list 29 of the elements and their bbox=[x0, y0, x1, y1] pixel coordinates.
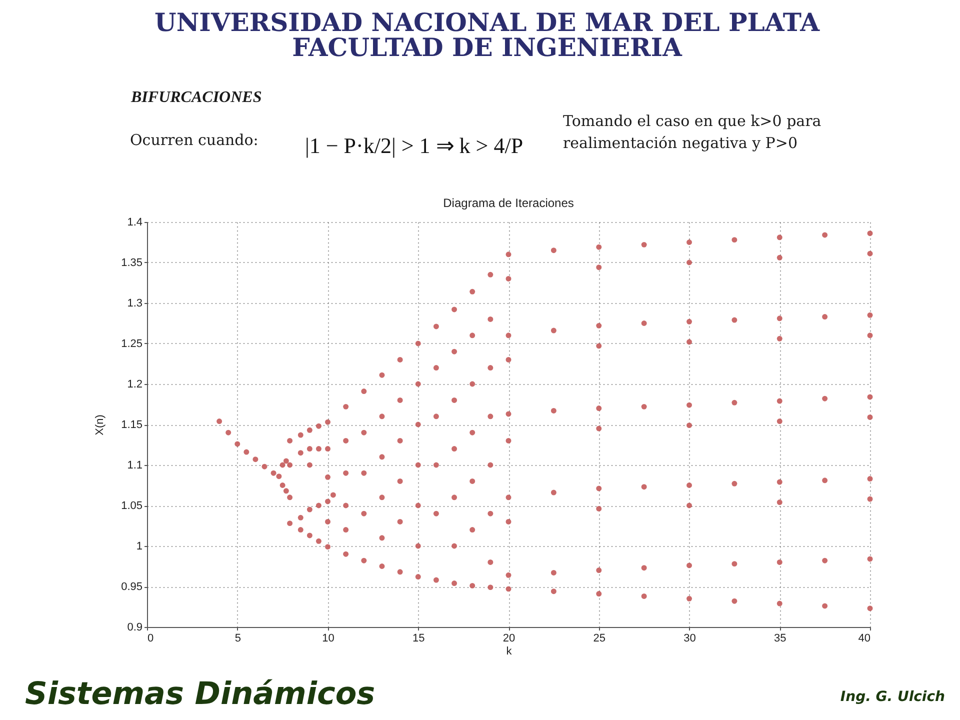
y-tick-label: 1.4 bbox=[127, 216, 142, 228]
y-axis-title: X(n) bbox=[94, 414, 106, 436]
text: |1 − P·k/2| > 1 ⇒ k > 4/P bbox=[305, 133, 524, 158]
x-tick-label: 10 bbox=[322, 632, 334, 644]
text: Ing. G. Ulcich bbox=[840, 689, 946, 705]
x-tick-label: 20 bbox=[502, 632, 516, 644]
x-tick-label: 25 bbox=[593, 632, 606, 644]
x-tick-label: 5 bbox=[234, 632, 241, 644]
y-tick-label: 1.05 bbox=[121, 500, 142, 512]
text: Tomando el caso en que k>0 para realimentación negativa y P>0 bbox=[563, 112, 822, 152]
x-axis-title: k bbox=[506, 646, 512, 658]
y-tick-label: 1.2 bbox=[127, 378, 142, 390]
text: Sistemas Dinámicos bbox=[25, 676, 376, 712]
text: Ocurren cuando: bbox=[130, 131, 258, 149]
x-tick-label: 0 bbox=[148, 632, 154, 644]
x-tick-label: 15 bbox=[412, 632, 425, 644]
chart-title: Diagrama de Iteraciones bbox=[443, 196, 574, 210]
y-tick-label: 1.25 bbox=[121, 338, 142, 350]
y-tick-label: 1.1 bbox=[127, 460, 142, 472]
y-tick-label: 0.95 bbox=[121, 581, 142, 593]
text: BIFURCACIONES bbox=[130, 89, 262, 106]
x-tick-label: 35 bbox=[774, 632, 786, 644]
y-tick-label: 1.15 bbox=[121, 419, 142, 431]
x-tick-label: 40 bbox=[858, 632, 870, 644]
y-tick-label: 0.9 bbox=[127, 622, 142, 634]
y-tick-label: 1.3 bbox=[127, 298, 142, 310]
y-tick-label: 1.35 bbox=[121, 257, 142, 269]
x-tick-label: 30 bbox=[684, 632, 696, 644]
y-tick-label: 1 bbox=[136, 540, 142, 552]
